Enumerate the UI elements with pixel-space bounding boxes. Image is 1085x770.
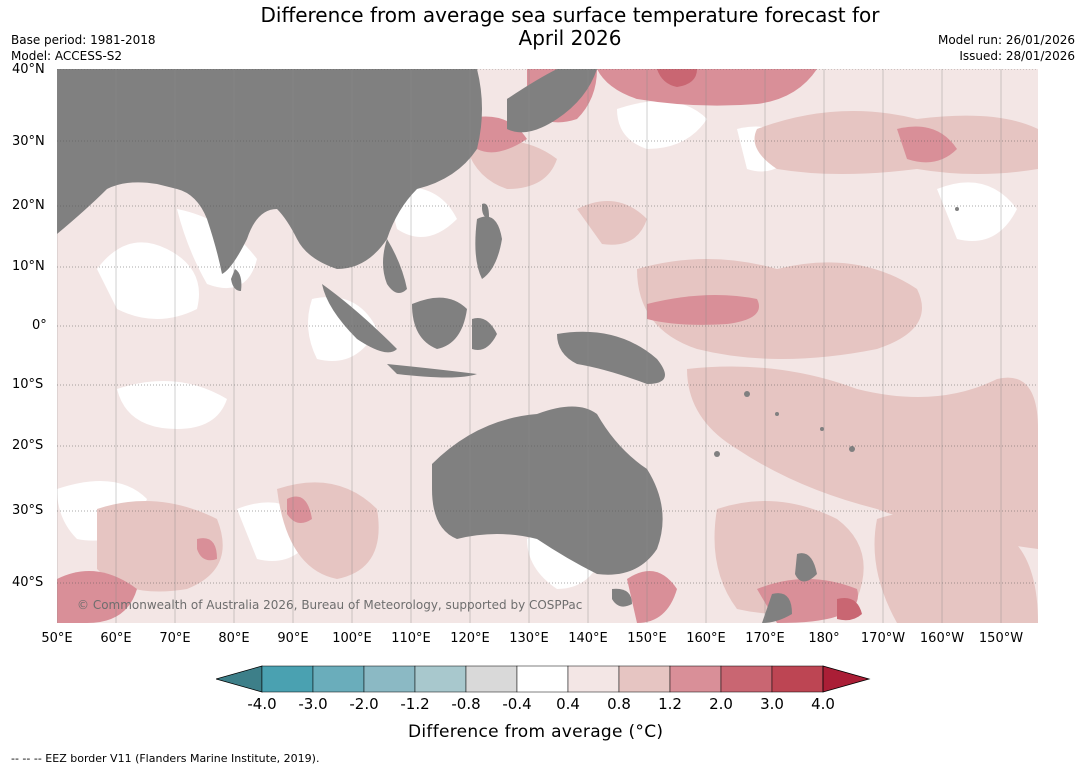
colorbar-cell bbox=[669, 665, 722, 693]
colorbar-cell bbox=[261, 665, 314, 693]
colorbar-extend-high bbox=[822, 665, 871, 693]
colorbar-cell bbox=[465, 665, 518, 693]
colorbar-tick-label: 0.8 bbox=[607, 695, 631, 713]
lon-label-90e: 90°E bbox=[277, 631, 309, 646]
colorbar-extend-low bbox=[216, 665, 263, 693]
map-panel[interactable] bbox=[57, 69, 1038, 623]
colorbar-cell bbox=[618, 665, 671, 693]
lon-label-160e: 160°E bbox=[686, 631, 726, 646]
lat-label-30s: 30°S bbox=[12, 503, 44, 518]
lon-label-100e: 100°E bbox=[332, 631, 372, 646]
model-name: Model: ACCESS-S2 bbox=[11, 49, 123, 63]
colorbar-tick-label: 3.0 bbox=[760, 695, 784, 713]
lon-label-150w: 150°W bbox=[978, 631, 1024, 646]
colorbar-cell bbox=[312, 665, 365, 693]
lat-label-30n: 30°N bbox=[12, 134, 45, 149]
lat-label-0: 0° bbox=[32, 318, 47, 333]
lat-label-20s: 20°S bbox=[12, 438, 44, 453]
lon-label-70e: 70°E bbox=[159, 631, 191, 646]
meta-right: Model run: 26/01/2026 Issued: 28/01/2026 bbox=[938, 32, 1075, 64]
meta-left: Base period: 1981-2018 Model: ACCESS-S2 bbox=[11, 32, 156, 64]
colorbar-tick-label: -3.0 bbox=[298, 695, 328, 713]
colorbar-tick-label: 4.0 bbox=[811, 695, 835, 713]
colorbar-tick-label: 0.4 bbox=[556, 695, 580, 713]
lon-label-150e: 150°E bbox=[627, 631, 667, 646]
lon-label-170e: 170°E bbox=[745, 631, 785, 646]
colorbar-tick-label: -0.4 bbox=[502, 695, 532, 713]
lon-label-180: 180° bbox=[808, 631, 840, 646]
colorbar bbox=[216, 665, 871, 693]
colorbar-cell bbox=[414, 665, 467, 693]
lat-label-10n: 10°N bbox=[12, 259, 45, 274]
lon-label-60e: 60°E bbox=[100, 631, 132, 646]
lon-label-110e: 110°E bbox=[391, 631, 431, 646]
lon-gridlines bbox=[57, 69, 1002, 623]
colorbar-tick-label: -0.8 bbox=[451, 695, 481, 713]
base-period: Base period: 1981-2018 bbox=[11, 33, 156, 47]
copyright-notice: © Commonwealth of Australia 2026, Bureau… bbox=[77, 598, 583, 612]
lat-label-20n: 20°N bbox=[12, 198, 45, 213]
colorbar-tick-label: -2.0 bbox=[349, 695, 379, 713]
colorbar-cells bbox=[216, 665, 871, 693]
colorbar-tick-label: -1.2 bbox=[400, 695, 430, 713]
lon-label-50e: 50°E bbox=[41, 631, 73, 646]
issued-date: Issued: 28/01/2026 bbox=[959, 49, 1075, 63]
lon-label-160w: 160°W bbox=[919, 631, 965, 646]
colorbar-label: Difference from average (°C) bbox=[408, 722, 664, 742]
lat-label-40s: 40°S bbox=[12, 575, 44, 590]
colorbar-cell bbox=[771, 665, 824, 693]
colorbar-tick-label: -4.0 bbox=[247, 695, 277, 713]
land-masses bbox=[57, 69, 959, 623]
title: Difference from average sea surface temp… bbox=[0, 0, 1085, 60]
map-svg bbox=[57, 69, 1038, 623]
lon-label-120e: 120°E bbox=[450, 631, 490, 646]
lon-label-140e: 140°E bbox=[568, 631, 608, 646]
title-line-2: April 2026 bbox=[518, 26, 622, 50]
colorbar-cell bbox=[363, 665, 416, 693]
lon-label-130e: 130°E bbox=[509, 631, 549, 646]
colorbar-tick-label: 1.2 bbox=[658, 695, 682, 713]
colorbar-cell bbox=[567, 665, 620, 693]
model-run: Model run: 26/01/2026 bbox=[937, 33, 1075, 47]
lat-label-40n: 40°N bbox=[12, 62, 45, 77]
colorbar-tick-label: 2.0 bbox=[709, 695, 733, 713]
lon-label-170w: 170°W bbox=[860, 631, 906, 646]
warm-regions-3 bbox=[657, 69, 862, 621]
eez-footer: -- -- -- EEZ border V11 (Flanders Marine… bbox=[11, 752, 320, 765]
lat-label-10s: 10°S bbox=[12, 377, 44, 392]
title-line-1: Difference from average sea surface temp… bbox=[260, 3, 880, 27]
lon-label-80e: 80°E bbox=[218, 631, 250, 646]
colorbar-cell bbox=[516, 665, 569, 693]
colorbar-cell bbox=[720, 665, 773, 693]
